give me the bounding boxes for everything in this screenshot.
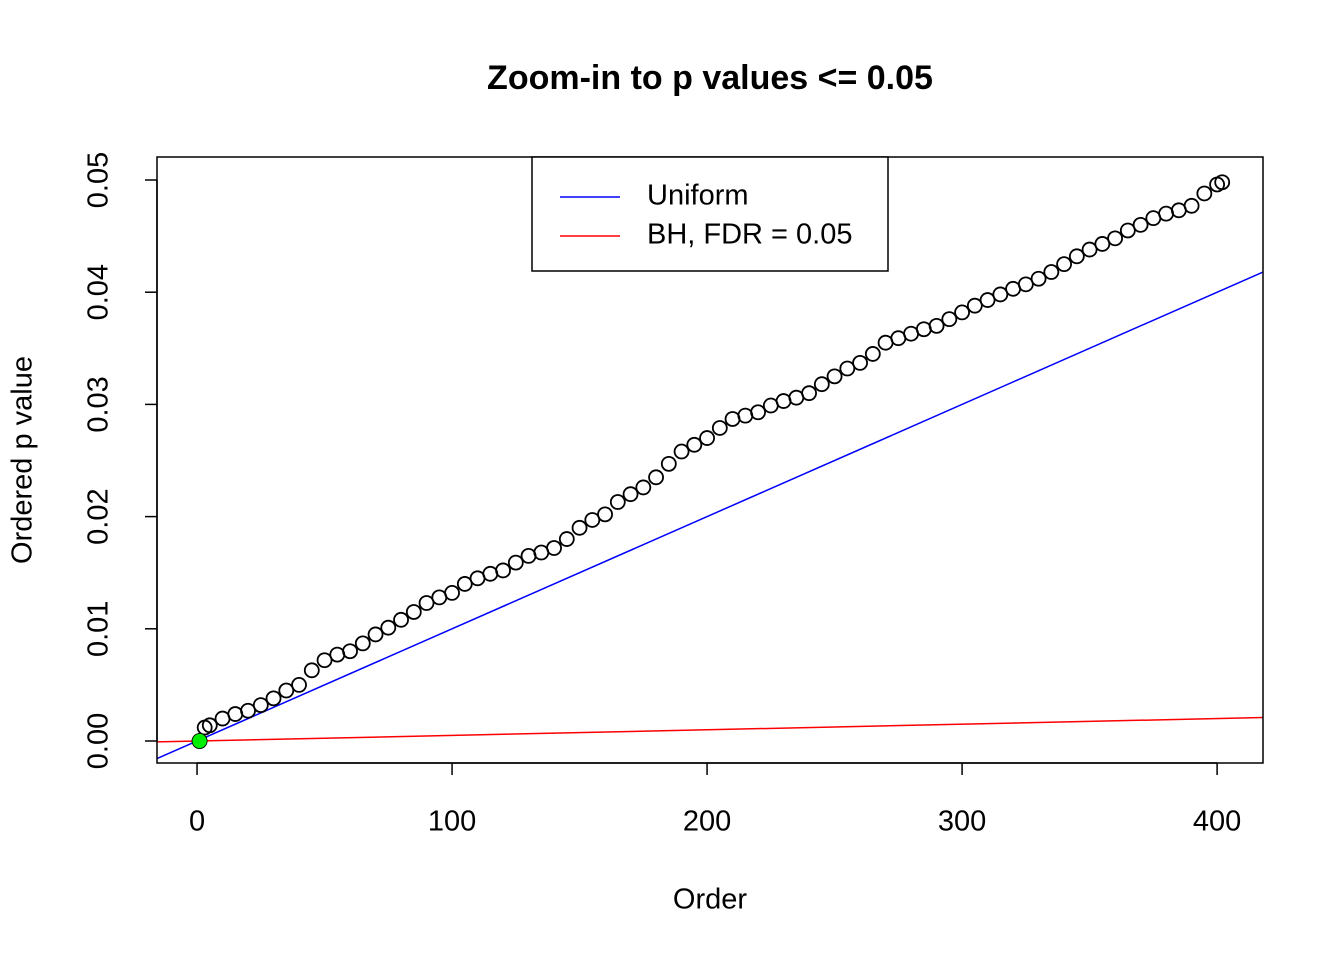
- chart-title: Zoom-in to p values <= 0.05: [487, 59, 933, 97]
- data-point: [852, 354, 868, 371]
- data-point: [597, 506, 613, 523]
- data-point: [380, 619, 397, 636]
- y-tick-label: 0.03: [83, 376, 115, 432]
- data-point: [342, 643, 358, 660]
- data-point: [558, 531, 575, 547]
- data-point: [584, 512, 601, 528]
- data-point: [507, 554, 524, 571]
- data-point: [1107, 230, 1123, 247]
- legend-label: BH, FDR = 0.05: [647, 219, 853, 251]
- data-point: [737, 407, 754, 424]
- data-point: [265, 690, 282, 707]
- data-point: [826, 368, 843, 385]
- data-point: [456, 576, 473, 592]
- data-point: [240, 702, 256, 719]
- y-tick-label: 0.02: [83, 488, 115, 544]
- data-point: [1043, 264, 1060, 280]
- data-point: [750, 404, 766, 421]
- data-point: [673, 443, 690, 460]
- data-point: [393, 611, 409, 628]
- data-point: [864, 346, 881, 362]
- data-point: [1132, 216, 1149, 233]
- y-tick-label: 0.05: [83, 152, 115, 208]
- data-point: [405, 604, 422, 620]
- data-point: [979, 292, 996, 308]
- data-point: [303, 662, 320, 679]
- data-point: [622, 486, 639, 503]
- highlight-point: [191, 733, 208, 749]
- data-point: [329, 646, 346, 663]
- x-axis-label: Order: [673, 884, 747, 916]
- data-point: [495, 562, 511, 579]
- y-tick-label: 0.04: [83, 264, 115, 320]
- data-point: [1056, 256, 1072, 273]
- data-point: [546, 540, 562, 556]
- plot-area: [157, 174, 1263, 760]
- data-point: [1094, 236, 1111, 252]
- data-point: [839, 360, 856, 377]
- x-tick-label: 200: [683, 806, 731, 838]
- data-point: [775, 393, 792, 409]
- data-point: [1158, 205, 1174, 222]
- data-point: [278, 682, 295, 699]
- data-point: [813, 376, 830, 393]
- y-tick-label: 0.00: [83, 713, 115, 769]
- data-point: [660, 455, 677, 472]
- data-point: [444, 585, 460, 601]
- data-point: [1119, 222, 1136, 239]
- data-point: [1017, 276, 1034, 293]
- data-point: [1030, 270, 1047, 287]
- data-point: [801, 385, 817, 402]
- data-point: [482, 565, 499, 582]
- data-point: [635, 479, 652, 496]
- data-point: [724, 411, 741, 427]
- data-point: [609, 494, 626, 510]
- data-point: [711, 420, 728, 436]
- data-point: [1081, 241, 1098, 258]
- data-point: [941, 311, 958, 328]
- data-point: [686, 436, 703, 453]
- data-point: [227, 706, 244, 722]
- x-tick-label: 0: [189, 806, 205, 838]
- data-point: [915, 321, 932, 338]
- data-point: [1183, 197, 1200, 214]
- data-point: [1196, 185, 1213, 202]
- data-point: [648, 469, 664, 486]
- data-point: [1068, 248, 1085, 265]
- data-point: [201, 717, 218, 734]
- data-point: [992, 286, 1009, 303]
- data-point: [928, 317, 945, 334]
- data-point: [418, 595, 435, 611]
- data-point: [252, 697, 269, 714]
- data-point: [954, 304, 970, 321]
- data-point: [571, 519, 588, 536]
- legend-label: Uniform: [647, 180, 749, 212]
- legend-box: [531, 156, 889, 272]
- y-axis-label: Ordered p value: [7, 356, 39, 564]
- x-tick-label: 300: [938, 806, 986, 838]
- data-point: [367, 626, 384, 643]
- data-point: [291, 677, 307, 693]
- data-point: [699, 430, 715, 446]
- x-tick-label: 400: [1193, 806, 1241, 838]
- data-point: [354, 635, 371, 652]
- reference-line: [157, 716, 1263, 743]
- data-point: [520, 547, 537, 564]
- data-point: [1214, 174, 1231, 191]
- x-tick-label: 100: [428, 806, 476, 838]
- data-point: [316, 652, 333, 669]
- data-point: [966, 297, 983, 314]
- y-tick-label: 0.01: [83, 601, 115, 657]
- reference-line: [157, 271, 1263, 760]
